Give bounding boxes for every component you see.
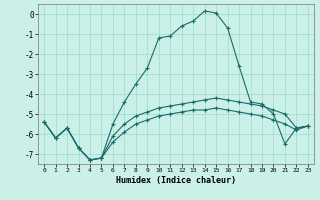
X-axis label: Humidex (Indice chaleur): Humidex (Indice chaleur) (116, 176, 236, 185)
